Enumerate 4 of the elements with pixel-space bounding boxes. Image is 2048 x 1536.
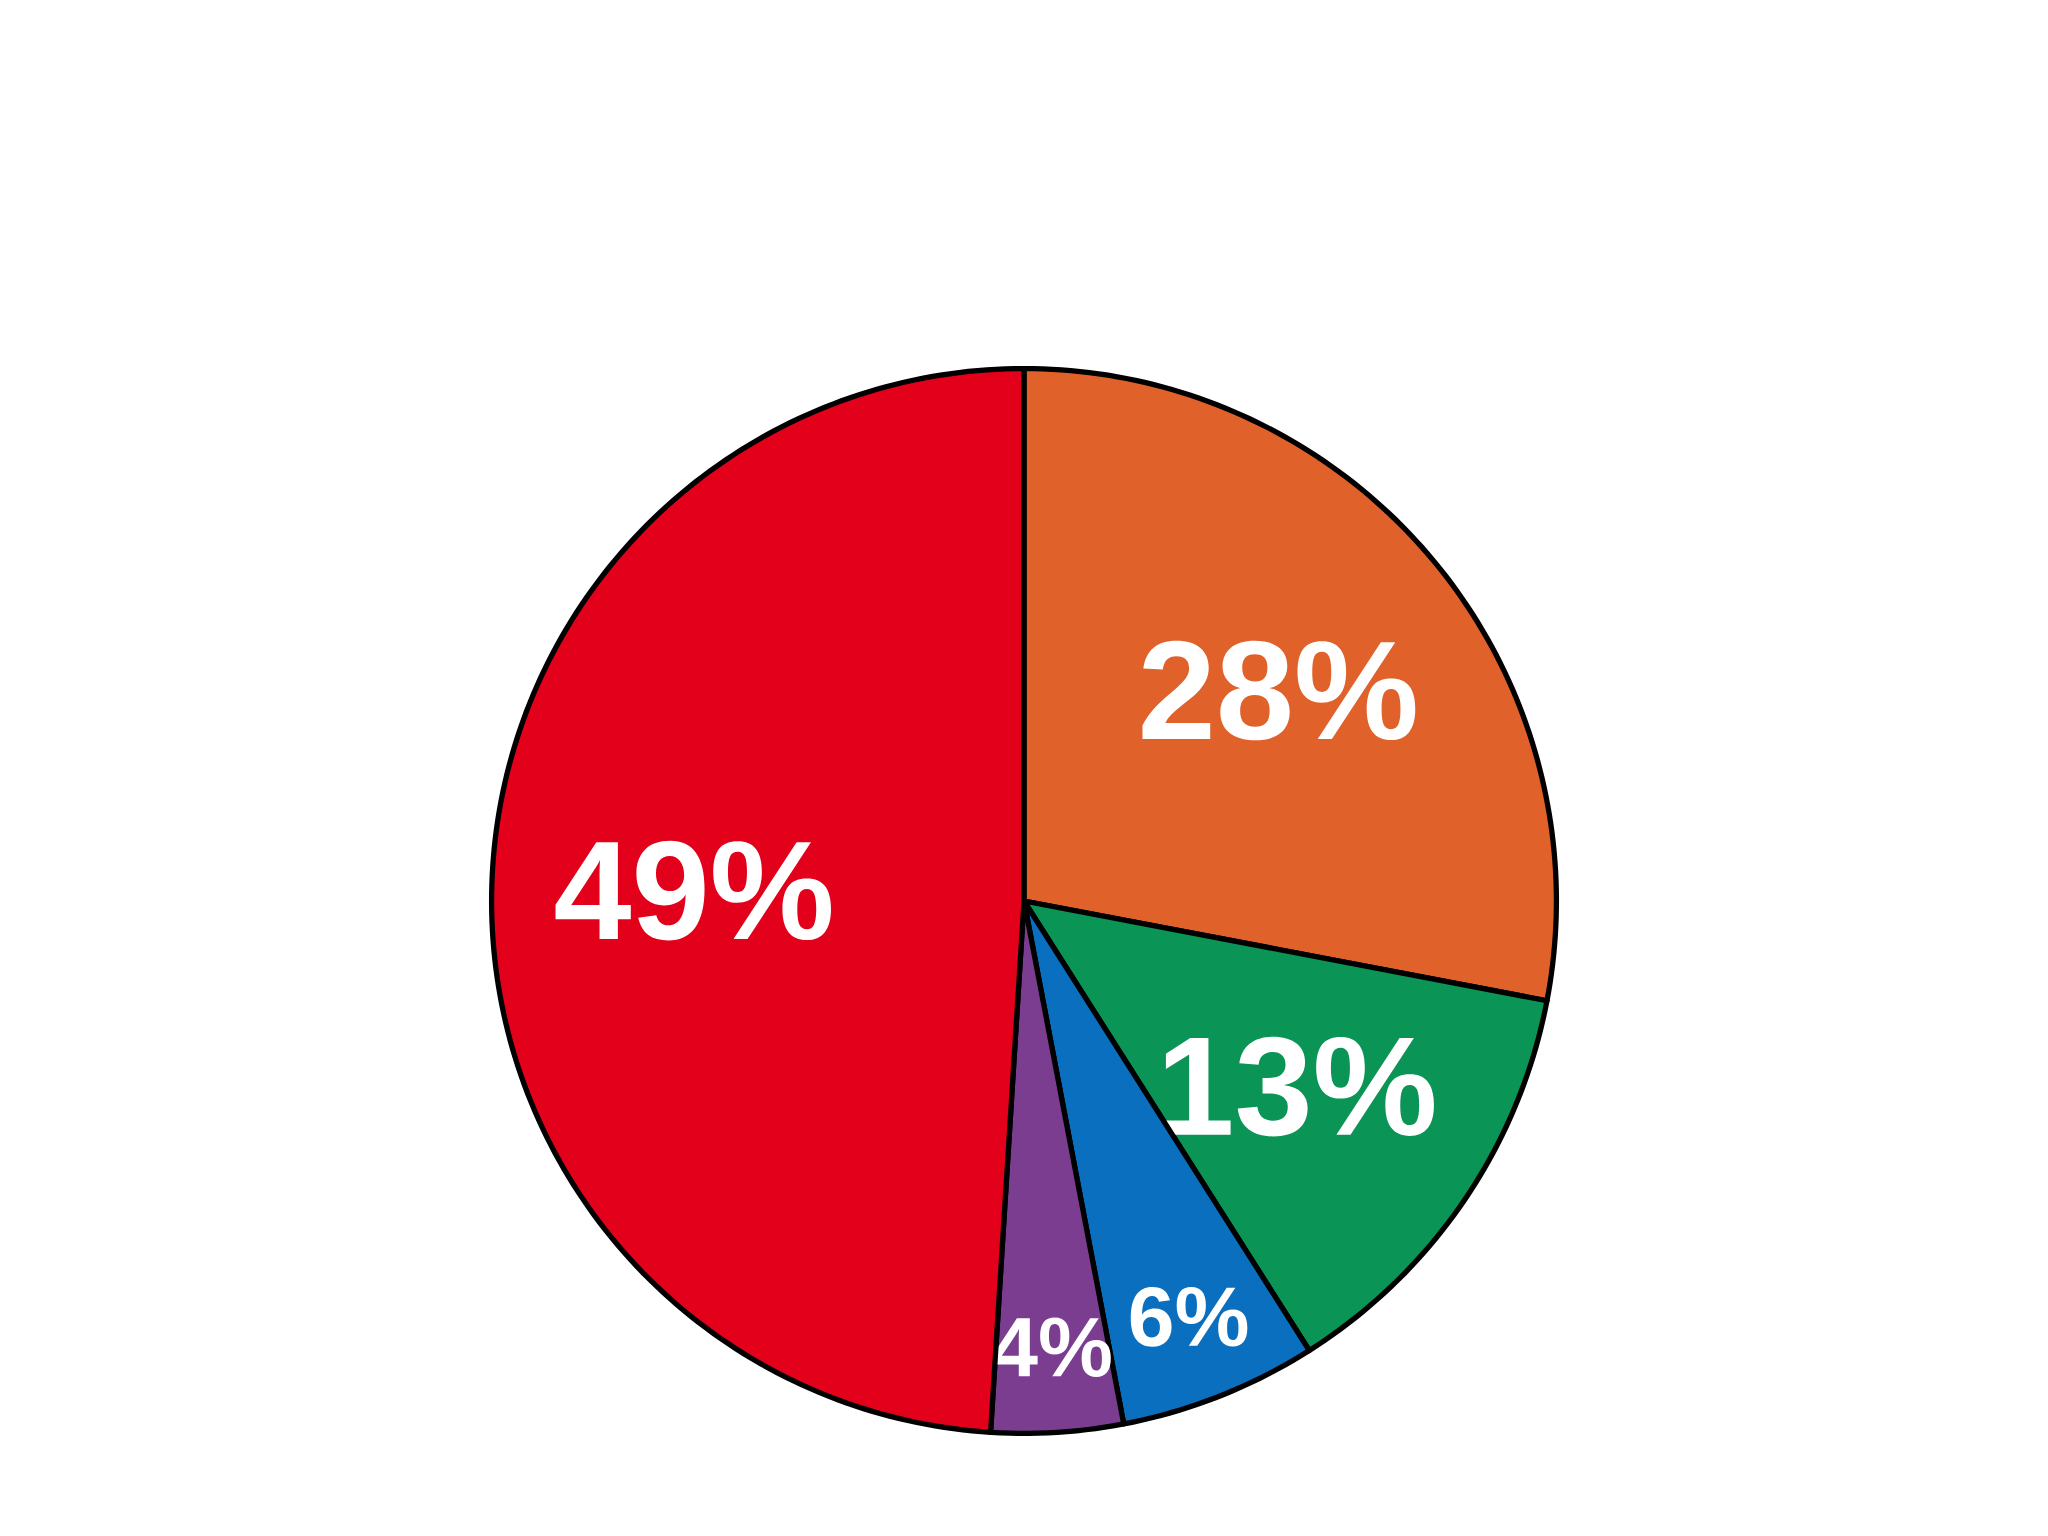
data-label: 28% [1142, 640, 1416, 741]
data-label: 13% [1165, 1036, 1434, 1137]
data-label: 49% [555, 840, 831, 941]
data-label: 6% [1130, 1286, 1248, 1347]
